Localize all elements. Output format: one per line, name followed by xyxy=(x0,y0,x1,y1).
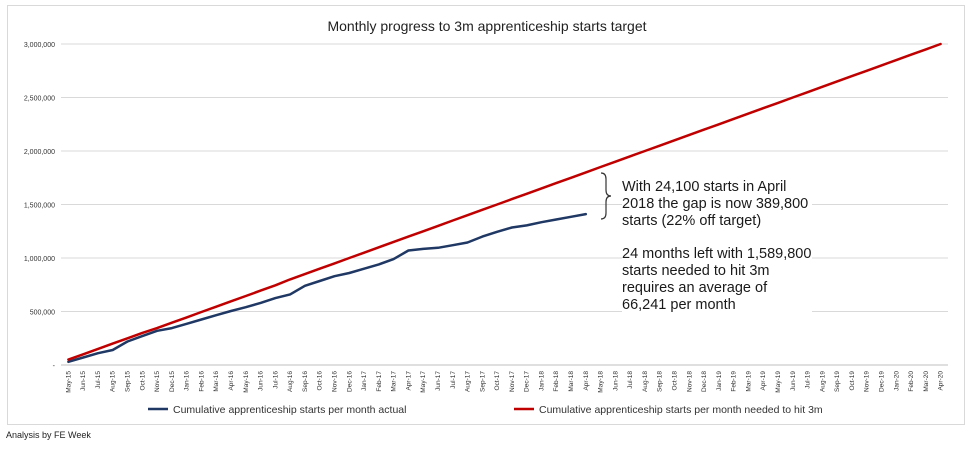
series-line-actual xyxy=(67,212,588,364)
line-chart: Monthly progress to 3m apprenticeship st… xyxy=(24,18,948,416)
x-tick-label: Feb-16 xyxy=(198,371,205,392)
x-tick-label: Mar-18 xyxy=(568,371,575,392)
y-tick-label: 1,500,000 xyxy=(24,203,55,210)
x-tick-label: Sep-16 xyxy=(302,371,309,392)
x-tick-label: Nov-19 xyxy=(864,371,871,392)
x-tick-label: Sep-18 xyxy=(657,371,664,392)
x-tick-label: Dec-17 xyxy=(524,371,531,392)
months-left-annotation: 24 months left with 1,589,800 starts nee… xyxy=(622,246,812,314)
x-tick-label: Jul-17 xyxy=(450,371,457,389)
x-tick-label: Mar-19 xyxy=(745,371,752,392)
x-tick-label: Jan-20 xyxy=(893,371,900,391)
x-tick-label: Jul-16 xyxy=(272,371,279,389)
legend-label: Cumulative apprenticeship starts per mon… xyxy=(173,404,406,416)
x-tick-label: Nov-15 xyxy=(154,371,161,392)
x-tick-label: Aug-16 xyxy=(287,371,294,392)
y-tick-label: - xyxy=(53,363,56,370)
x-tick-label: Aug-19 xyxy=(819,371,826,392)
x-tick-label: Aug-18 xyxy=(642,371,649,392)
x-tick-label: Oct-17 xyxy=(494,371,501,391)
x-tick-label: May-17 xyxy=(420,371,427,393)
x-tick-label: May-16 xyxy=(243,371,250,393)
x-tick-label: Mar-17 xyxy=(391,371,398,392)
legend-label: Cumulative apprenticeship starts per mon… xyxy=(539,404,823,416)
x-tick-label: Feb-20 xyxy=(908,371,915,392)
x-tick-label: Jul-15 xyxy=(95,371,102,389)
x-tick-label: Mar-16 xyxy=(213,371,220,392)
x-tick-label: Jan-17 xyxy=(361,371,368,391)
x-tick-label: Sep-19 xyxy=(834,371,841,392)
x-tick-label: Feb-19 xyxy=(731,371,738,392)
y-tick-label: 2,000,000 xyxy=(24,149,55,156)
x-tick-label: Aug-17 xyxy=(465,371,472,392)
x-tick-label: Apr-18 xyxy=(583,371,590,391)
x-tick-label: Feb-18 xyxy=(553,371,560,392)
x-tick-label: Jan-19 xyxy=(716,371,723,391)
x-tick-label: Oct-16 xyxy=(317,371,324,391)
x-tick-label: Jun-19 xyxy=(790,371,797,391)
x-tick-label: Dec-15 xyxy=(169,371,176,392)
x-tick-label: May-18 xyxy=(598,371,605,393)
x-tick-label: Nov-17 xyxy=(509,371,516,392)
x-tick-label: Jul-19 xyxy=(805,371,812,389)
gap-annotation: With 24,100 starts in April 2018 the gap… xyxy=(622,179,812,230)
y-tick-label: 1,000,000 xyxy=(24,256,55,263)
x-tick-label: May-15 xyxy=(65,371,72,393)
source-note: Analysis by FE Week xyxy=(6,430,91,440)
x-tick-label: May-19 xyxy=(775,371,782,393)
x-tick-label: Apr-16 xyxy=(228,371,235,391)
bracket-icon xyxy=(600,172,612,220)
x-tick-label: Jan-18 xyxy=(538,371,545,391)
x-tick-label: Jun-16 xyxy=(258,371,265,391)
y-tick-label: 500,000 xyxy=(30,310,55,317)
x-tick-label: Apr-19 xyxy=(760,371,767,391)
x-tick-label: Jun-18 xyxy=(612,371,619,391)
x-tick-label: Oct-15 xyxy=(139,371,146,391)
x-tick-label: Feb-17 xyxy=(376,371,383,392)
y-tick-label: 3,000,000 xyxy=(24,42,55,49)
y-tick-label: 2,500,000 xyxy=(24,96,55,103)
x-tick-label: Aug-15 xyxy=(110,371,117,392)
x-tick-label: Oct-19 xyxy=(849,371,856,391)
x-tick-label: Jun-15 xyxy=(80,371,87,391)
series-line-needed xyxy=(67,42,942,361)
x-tick-label: Apr-17 xyxy=(405,371,412,391)
chart-frame: Monthly progress to 3m apprenticeship st… xyxy=(7,5,965,425)
x-tick-label: Dec-18 xyxy=(701,371,708,392)
x-tick-label: Sep-17 xyxy=(479,371,486,392)
x-tick-label: Nov-16 xyxy=(331,371,338,392)
x-tick-label: Apr-20 xyxy=(938,371,945,391)
chart-title: Monthly progress to 3m apprenticeship st… xyxy=(327,18,646,34)
x-tick-label: Dec-16 xyxy=(346,371,353,392)
x-tick-label: Jan-16 xyxy=(184,371,191,391)
x-tick-label: Jun-17 xyxy=(435,371,442,391)
x-tick-label: Nov-18 xyxy=(686,371,693,392)
x-tick-label: Sep-15 xyxy=(125,371,132,392)
x-tick-label: Oct-18 xyxy=(672,371,679,391)
x-tick-label: Jul-18 xyxy=(627,371,634,389)
x-tick-label: Dec-19 xyxy=(878,371,885,392)
x-tick-label: Mar-20 xyxy=(923,371,930,392)
